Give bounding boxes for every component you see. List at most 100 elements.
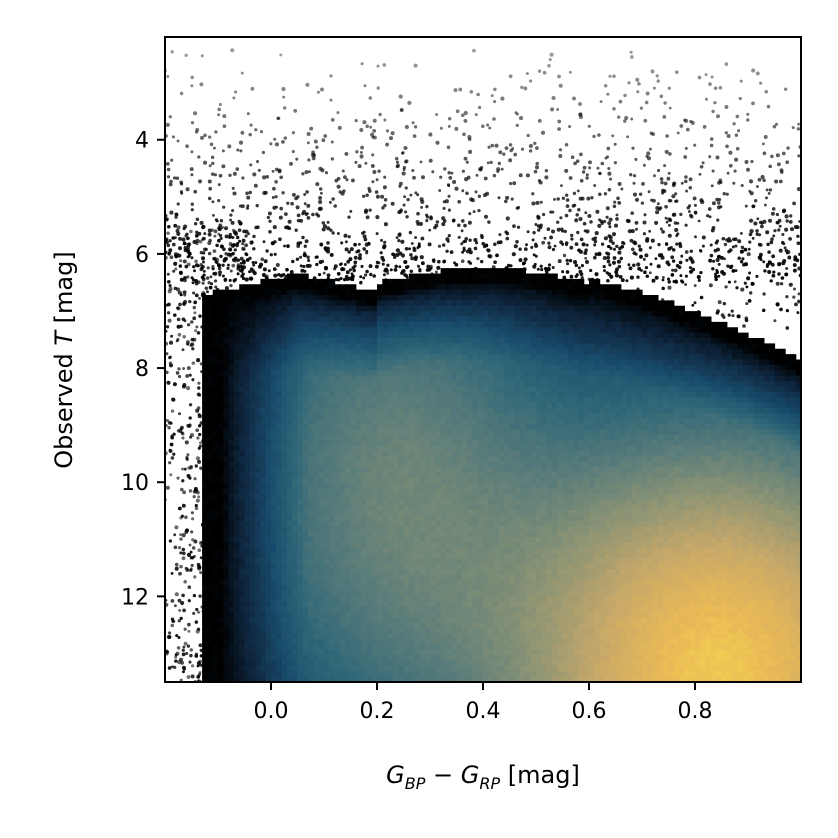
scatter-point <box>607 221 612 226</box>
heatmap-cell <box>233 289 240 296</box>
scatter-point <box>168 461 172 465</box>
scatter-point <box>371 180 375 184</box>
heatmap-cell <box>334 424 341 430</box>
heatmap-cell <box>212 671 219 678</box>
heatmap-cell <box>271 467 277 473</box>
heatmap-cell <box>249 579 256 586</box>
heatmap-cell <box>233 574 240 581</box>
heatmap-cell <box>350 375 357 382</box>
heatmap-cell <box>345 418 352 425</box>
heatmap-cell <box>265 628 272 635</box>
scatter-point <box>170 158 174 162</box>
heatmap-cell <box>345 327 352 334</box>
scatter-point <box>165 122 170 127</box>
heatmap-cell <box>329 596 336 602</box>
scatter-point <box>684 179 688 184</box>
heatmap-cell <box>265 585 272 592</box>
heatmap-cell <box>265 343 272 350</box>
heatmap-cell <box>292 397 299 404</box>
heatmap-cell <box>318 558 325 565</box>
scatter-point <box>715 239 720 243</box>
heatmap-cell <box>218 633 224 640</box>
scatter-point <box>184 53 188 58</box>
heatmap-cell <box>292 520 299 527</box>
heatmap-cell <box>313 311 320 318</box>
heatmap-cell <box>244 569 251 576</box>
heatmap-cell <box>350 526 357 533</box>
scatter-point <box>785 295 789 299</box>
heatmap-cell <box>223 364 230 371</box>
scatter-point <box>230 48 235 53</box>
heatmap-cell <box>212 364 219 371</box>
heatmap-cell <box>260 434 267 441</box>
heatmap-cell <box>339 424 346 430</box>
scatter-point <box>723 242 728 247</box>
heatmap-cell <box>281 665 288 672</box>
heatmap-cell <box>202 585 208 592</box>
scatter-point <box>779 168 784 173</box>
scatter-point <box>773 319 777 323</box>
heatmap-cell <box>239 354 246 361</box>
scatter-point <box>303 244 307 248</box>
heatmap-cell <box>239 585 246 592</box>
scatter-point <box>311 156 316 161</box>
heatmap-cell <box>212 558 219 565</box>
heatmap-cell <box>244 606 251 613</box>
scatter-point <box>173 223 178 228</box>
heatmap-cell <box>286 375 293 382</box>
heatmap-cell <box>308 429 314 436</box>
scatter-point <box>181 503 186 508</box>
heatmap-cell <box>223 547 230 554</box>
scatter-point <box>278 237 282 242</box>
scatter-point <box>768 164 772 169</box>
heatmap-cell <box>329 542 336 549</box>
scatter-point <box>224 234 229 239</box>
heatmap-cell <box>355 633 362 640</box>
heatmap-cell <box>334 402 341 409</box>
scatter-point <box>663 164 667 168</box>
scatter-point <box>279 53 283 57</box>
heatmap-cell <box>223 665 230 672</box>
scatter-point <box>446 239 450 243</box>
heatmap-cell <box>334 590 341 597</box>
scatter-point <box>523 86 528 91</box>
heatmap-cell <box>350 445 357 452</box>
scatter-point <box>639 254 643 259</box>
scatter-point <box>753 198 758 203</box>
heatmap-cell <box>202 665 208 672</box>
heatmap-cell <box>249 424 256 430</box>
heatmap-cell <box>339 542 346 549</box>
heatmap-cell <box>286 472 293 479</box>
scatter-point <box>208 285 213 290</box>
heatmap-cell <box>345 381 352 387</box>
scatter-point <box>315 212 319 216</box>
heatmap-cell <box>334 655 341 662</box>
scatter-point <box>410 242 414 245</box>
heatmap-cell <box>313 424 320 430</box>
scatter-point <box>498 233 502 237</box>
scatter-point <box>793 225 798 229</box>
scatter-point <box>441 243 446 247</box>
scatter-point <box>680 254 684 258</box>
scatter-point <box>228 278 232 282</box>
heatmap-cell <box>308 348 314 355</box>
heatmap-cell <box>265 655 272 662</box>
heatmap-cell <box>244 655 251 662</box>
scatter-point <box>445 249 449 253</box>
heatmap-cell <box>207 332 214 339</box>
scatter-point <box>168 356 172 360</box>
scatter-point <box>166 243 171 248</box>
scatter-point <box>643 270 647 275</box>
heatmap-cell <box>345 332 352 339</box>
heatmap-cell <box>255 300 261 307</box>
heatmap-cell <box>355 402 362 409</box>
heatmap-cell <box>286 617 293 624</box>
heatmap-cell <box>339 617 346 624</box>
heatmap-cell <box>292 671 299 678</box>
heatmap-cell <box>329 665 336 672</box>
heatmap-cell <box>350 542 357 549</box>
heatmap-cell <box>318 665 325 672</box>
scatter-point <box>706 214 710 218</box>
heatmap-cell <box>308 547 314 554</box>
heatmap-cell <box>313 520 320 527</box>
